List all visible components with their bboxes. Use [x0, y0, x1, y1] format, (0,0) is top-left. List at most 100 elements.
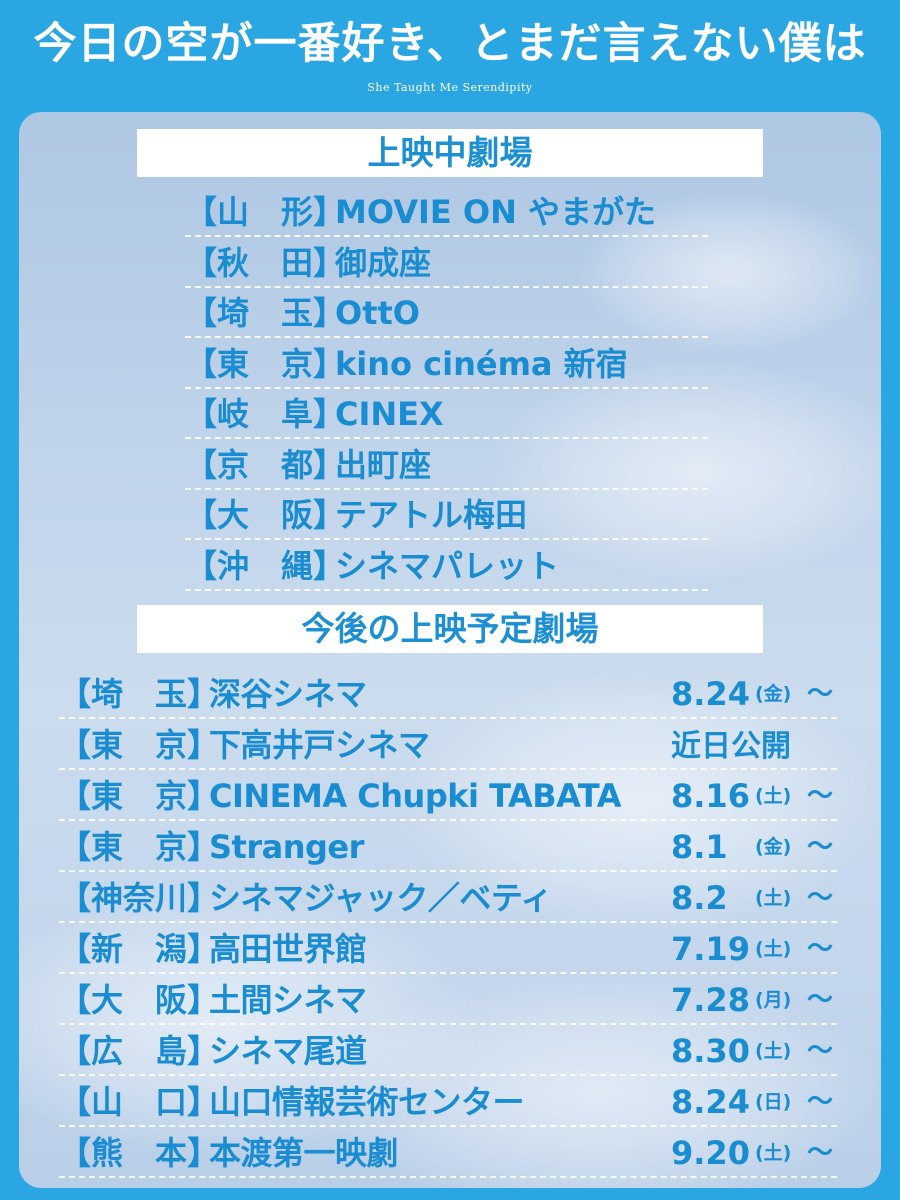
screening-date: 8.2 (土) ～ — [671, 873, 837, 923]
venue-name: 本渡第一映劇 — [209, 1134, 399, 1172]
date-value: 8.24 — [671, 1083, 750, 1121]
list-item: 【東 京】下高井戸シネマ 近日公開 — [59, 720, 837, 770]
venue-name: Stranger — [209, 828, 364, 866]
prefecture-label: 【山 形】 — [185, 193, 346, 231]
weekday-label: (土) — [755, 1040, 792, 1062]
now-showing-heading: 上映中劇場 — [137, 129, 763, 177]
date-range-tilde: ～ — [807, 883, 834, 913]
cloud-shape — [489, 362, 881, 582]
list-item: 【大 阪】テアトル梅田 — [185, 490, 708, 540]
date-range-tilde: ～ — [807, 832, 834, 862]
venue-name: 土間シネマ — [209, 981, 367, 1019]
cloud-shape — [399, 672, 879, 932]
weekday-label: (土) — [755, 1142, 792, 1164]
date-value: 8.30 — [671, 1032, 750, 1070]
prefecture-label: 【東 京】 — [59, 777, 220, 815]
date-range-tilde: ～ — [807, 934, 834, 964]
cloud-shape — [319, 972, 879, 1188]
prefecture-label: 【岐 阜】 — [185, 395, 346, 433]
venue-name: 御成座 — [335, 243, 432, 282]
list-item: 【大 阪】土間シネマ 7.28 (月) ～ — [59, 975, 837, 1025]
date-range-tilde: ～ — [807, 679, 834, 709]
list-item: 【埼 玉】深谷シネマ 8.24 (金) ～ — [59, 669, 837, 719]
date-range-tilde: ～ — [807, 1036, 834, 1066]
date-value: 近日公開 — [671, 729, 791, 764]
prefecture-label: 【東 京】 — [185, 344, 346, 383]
prefecture-label: 【山 口】 — [59, 1083, 220, 1121]
screening-date: 8.16 (土) ～ — [671, 771, 837, 821]
venue-name: CINEX — [335, 395, 444, 433]
upcoming-list: 【埼 玉】深谷シネマ 8.24 (金) ～【東 京】下高井戸シネマ 近日公開【東 京】 C… — [19, 112, 881, 1188]
list-item: 【山 形】 MOVIE ON やまがた — [185, 187, 708, 237]
date-value: 7.28 — [671, 981, 750, 1019]
date-range-tilde: ～ — [807, 781, 834, 811]
list-item: 【岐 阜】 CINEX — [185, 389, 708, 439]
upcoming-heading: 今後の上映予定劇場 — [137, 605, 763, 653]
date-value: 8.24 — [671, 675, 750, 713]
cloud-shape — [579, 192, 879, 352]
screening-date: 7.28 (月) ～ — [671, 975, 837, 1025]
prefecture-label: 【熊 本】 — [59, 1134, 220, 1172]
date-value: 8.16 — [671, 777, 750, 815]
weekday-label: (月) — [755, 989, 792, 1011]
list-item: 【山 口】山口情報芸術センター 8.24 (日) ～ — [59, 1077, 837, 1127]
weekday-label: (日) — [755, 1091, 792, 1113]
screening-date: 7.19 (土) ～ — [671, 924, 837, 974]
weekday-label: (土) — [755, 938, 792, 960]
prefecture-label: 【京 都】 — [185, 445, 346, 484]
prefecture-label: 【広 島】 — [59, 1032, 220, 1070]
venue-name: 高田世界館 — [209, 930, 367, 968]
list-item: 【京 都】出町座 — [185, 440, 708, 490]
list-item: 【埼 玉】 OttO — [185, 288, 708, 338]
venue-name: シネマジャック／ベティ — [209, 879, 552, 917]
list-item: 【東 京】 Stranger 8.1 (金) ～ — [59, 822, 837, 872]
prefecture-label: 【大 阪】 — [59, 981, 220, 1019]
venue-name: OttO — [335, 294, 420, 332]
date-value: 9.20 — [671, 1134, 750, 1172]
venue-name: シネマパレット — [335, 546, 560, 585]
weekday-label: (金) — [755, 683, 792, 705]
prefecture-label: 【東 京】 — [59, 828, 220, 866]
venue-name: テアトル梅田 — [335, 496, 528, 534]
prefecture-label: 【埼 玉】 — [185, 294, 346, 332]
weekday-label: (金) — [755, 836, 792, 858]
list-item: 【東 京】 kino cinéma 新宿 — [185, 339, 708, 389]
weekday-label: (土) — [755, 785, 792, 807]
date-value: 8.2 — [671, 879, 728, 917]
prefecture-label: 【東 京】 — [59, 726, 220, 764]
prefecture-label: 【埼 玉】 — [59, 675, 220, 713]
screening-date: 近日公開 — [671, 720, 837, 772]
date-range-tilde: ～ — [807, 985, 834, 1015]
list-item: 【東 京】 CINEMA Chupki TABATA 8.16 (土) ～ — [59, 771, 837, 821]
page-title: 今日の空が一番好き、とまだ言えない僕は — [33, 19, 867, 69]
list-item: 【熊 本】本渡第一映劇 9.20 (土) ～ — [59, 1128, 837, 1178]
date-range-tilde: ～ — [807, 1087, 834, 1117]
date-range-tilde: ～ — [807, 1138, 834, 1168]
venue-name: MOVIE ON やまがた — [335, 193, 656, 231]
prefecture-label: 【新 潟】 — [59, 930, 220, 968]
venue-name: 出町座 — [335, 445, 432, 484]
list-item: 【沖 縄】シネマパレット — [185, 541, 708, 591]
screening-date: 8.24 (金) ～ — [671, 669, 837, 719]
prefecture-label: 【神奈川】 — [59, 879, 220, 917]
prefecture-label: 【秋 田】 — [185, 243, 346, 282]
screening-date: 8.24 (日) ～ — [671, 1077, 837, 1127]
list-item: 【神奈川】シネマジャック／ベティ 8.2 (土) ～ — [59, 873, 837, 923]
prefecture-label: 【大 阪】 — [185, 496, 346, 534]
screening-date: 8.30 (土) ～ — [671, 1026, 837, 1076]
page-subtitle: She Taught Me Serendipity — [367, 81, 533, 94]
now-showing-list: 【山 形】 MOVIE ON やまがた【秋 田】御成座【埼 玉】 OttO 【東 京】… — [19, 112, 881, 1188]
screening-date: 8.1 (金) ～ — [671, 822, 837, 872]
venue-name: 深谷シネマ — [209, 675, 367, 713]
screening-date: 9.20 (土) ～ — [671, 1128, 837, 1178]
list-item: 【秋 田】御成座 — [185, 238, 708, 288]
venue-name: シネマ尾道 — [209, 1032, 367, 1070]
sky-panel: 上映中劇場 今後の上映予定劇場 【山 形】 MOVIE ON やまがた【秋 田】御… — [19, 112, 881, 1188]
date-value: 8.1 — [671, 828, 728, 866]
weekday-label: (土) — [755, 887, 792, 909]
venue-name: CINEMA Chupki TABATA — [209, 777, 622, 815]
venue-name: kino cinéma 新宿 — [335, 344, 628, 383]
prefecture-label: 【沖 縄】 — [185, 546, 346, 585]
date-value: 7.19 — [671, 930, 750, 968]
venue-name: 下高井戸シネマ — [209, 726, 430, 764]
